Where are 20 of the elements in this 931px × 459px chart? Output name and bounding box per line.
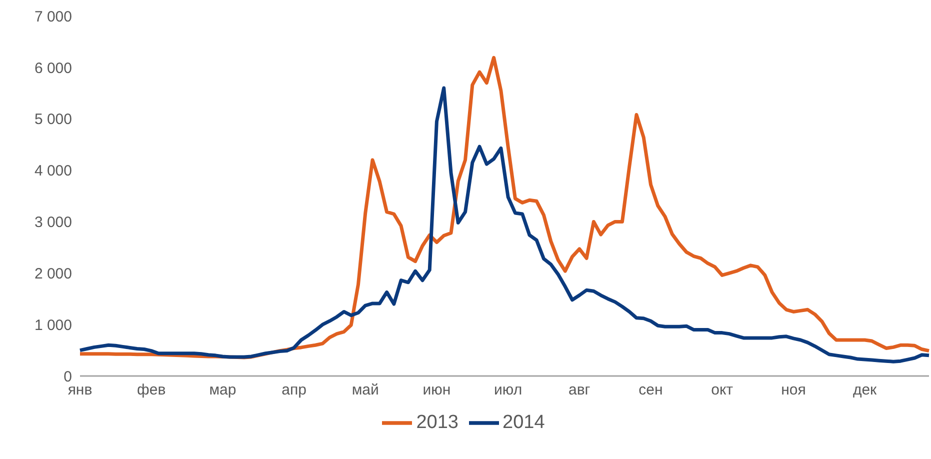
y-tick-label: 7 000 [34, 8, 72, 26]
legend-label: 2014 [502, 412, 545, 434]
x-tick-label: дек [852, 382, 878, 399]
y-tick-label: 4 000 [34, 162, 72, 180]
x-tick-label: апр [282, 382, 306, 399]
x-tick-label: авг [568, 382, 591, 399]
y-tick-label: 3 000 [34, 214, 72, 232]
x-tick-label: окт [711, 382, 734, 399]
legend-label: 2013 [416, 412, 458, 434]
y-tick-label: 5 000 [34, 111, 72, 128]
y-tick-label: 2 000 [34, 265, 72, 282]
x-tick-label: фев [137, 382, 166, 399]
x-tick-label: ноя [781, 382, 806, 399]
x-tick-label: июн [422, 382, 451, 399]
x-tick-label: июл [494, 382, 522, 399]
y-tick-label: 1 000 [34, 316, 72, 334]
x-tick-label: сен [638, 382, 663, 399]
x-tick-label: мар [209, 382, 236, 399]
y-tick-label: 6 000 [34, 60, 72, 77]
x-tick-label: май [352, 382, 379, 399]
